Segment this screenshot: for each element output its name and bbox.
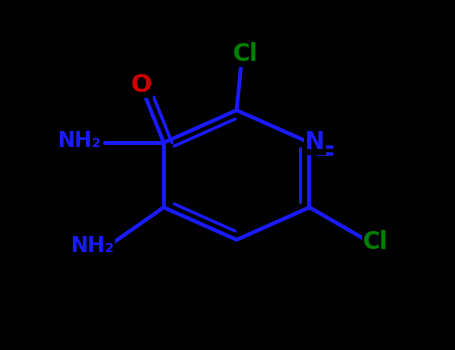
Text: Cl: Cl (233, 42, 258, 66)
Text: NH₂: NH₂ (70, 236, 114, 256)
Text: Cl: Cl (363, 230, 388, 254)
Text: N: N (305, 130, 325, 154)
Text: O: O (130, 73, 152, 97)
Text: NH₂: NH₂ (58, 131, 101, 151)
